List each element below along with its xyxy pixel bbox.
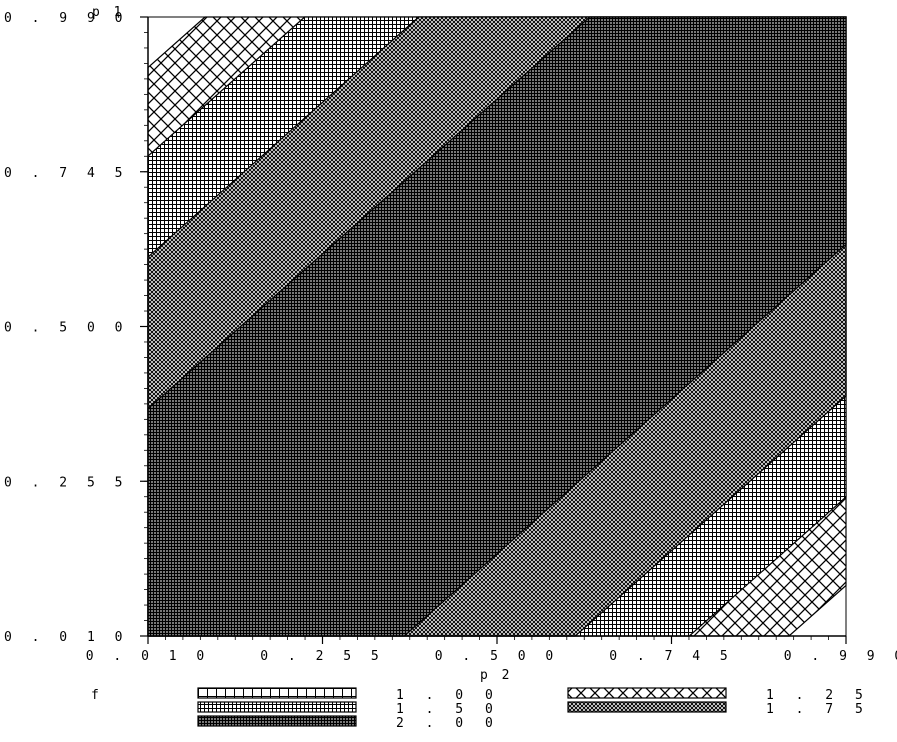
- legend-label-1-25: 1 . 2 5: [766, 688, 870, 703]
- y-tick-label-1: 0 . 2 5 5: [4, 475, 128, 490]
- legend-label-1-00: 1 . 0 0: [396, 688, 500, 703]
- legend-label-2-00: 2 . 0 0: [396, 716, 500, 731]
- tick-labels: 0 . 0 1 0 0 . 2 5 5 0 . 5 0 0 0 . 7 4 5 0 . …: [4, 11, 897, 664]
- legend-swatch-1-75: [567, 701, 727, 713]
- legend: f 1 . 0 0 1 . 2 5 1 . 5 0 1 . 7 5 2 . 0 0: [91, 687, 870, 731]
- x-tick-label-4: 0 . 9 9 0: [784, 649, 897, 664]
- legend-swatch-1-25: [567, 687, 727, 699]
- legend-swatch-1-00: [197, 687, 357, 699]
- legend-title: f: [91, 688, 102, 703]
- y-tick-label-2: 0 . 5 0 0: [4, 321, 128, 336]
- x-tick-label-1: 0 . 2 5 5: [260, 649, 384, 664]
- y-tick-label-3: 0 . 7 4 5: [4, 166, 128, 181]
- y-tick-label-4: 0 . 9 9 0: [4, 11, 128, 26]
- contour-bands: [147, 16, 847, 637]
- legend-swatch-1-50: [197, 701, 357, 713]
- x-tick-label-2: 0 . 5 0 0: [435, 649, 559, 664]
- x-tick-label-3: 0 . 7 4 5: [609, 649, 733, 664]
- y-axis-label: p 1: [92, 5, 124, 20]
- legend-label-1-75: 1 . 7 5: [766, 702, 870, 717]
- x-axis-label: p 2: [480, 668, 512, 683]
- legend-swatch-2-00: [197, 715, 357, 727]
- x-tick-label-0: 0 . 0 1 0: [86, 649, 210, 664]
- y-tick-label-0: 0 . 0 1 0: [4, 630, 128, 645]
- tick-marks: [140, 16, 847, 644]
- legend-label-1-50: 1 . 5 0: [396, 702, 500, 717]
